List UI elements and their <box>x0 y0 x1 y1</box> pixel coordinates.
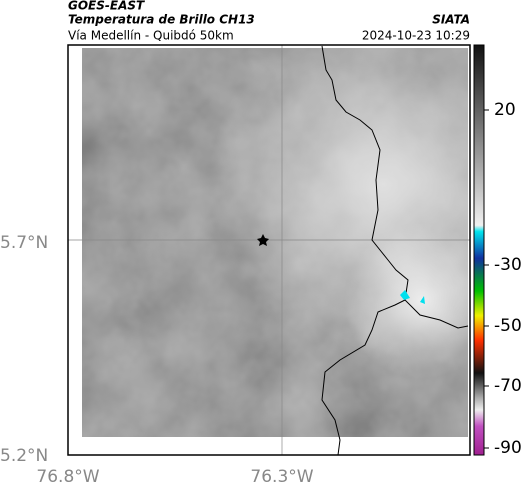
colorbar-tick-label: 20 <box>494 100 516 120</box>
colorbar-tick-label: -50 <box>494 316 522 336</box>
satellite-image <box>82 48 468 437</box>
subtitle: Vía Medellín - Quibdó 50km <box>68 29 234 43</box>
cold-cloud <box>400 290 425 304</box>
title: Temperatura de Brillo CH13 <box>68 13 255 27</box>
longitude-label: 76.8°W <box>36 467 99 487</box>
colorbar <box>473 44 485 456</box>
colorbar-tick-label: -30 <box>494 255 522 275</box>
colorbar-tick-label: -90 <box>494 438 522 458</box>
latitude-label: 5.2°N <box>0 446 48 466</box>
map-frame <box>67 44 471 456</box>
border-line <box>321 45 469 329</box>
source: GOES-EAST <box>68 0 145 13</box>
datetime: 2024-10-23 10:29 <box>362 29 470 43</box>
latitude-label: 5.7°N <box>0 233 48 253</box>
border-line <box>321 299 406 456</box>
colorbar-ticks: 20 -30 -50 -70 -90 <box>484 100 522 458</box>
colorbar-tick-label: -70 <box>494 376 522 396</box>
station-star <box>257 234 269 246</box>
organization: SIATA <box>432 13 470 27</box>
longitude-label: 76.3°W <box>250 467 313 487</box>
